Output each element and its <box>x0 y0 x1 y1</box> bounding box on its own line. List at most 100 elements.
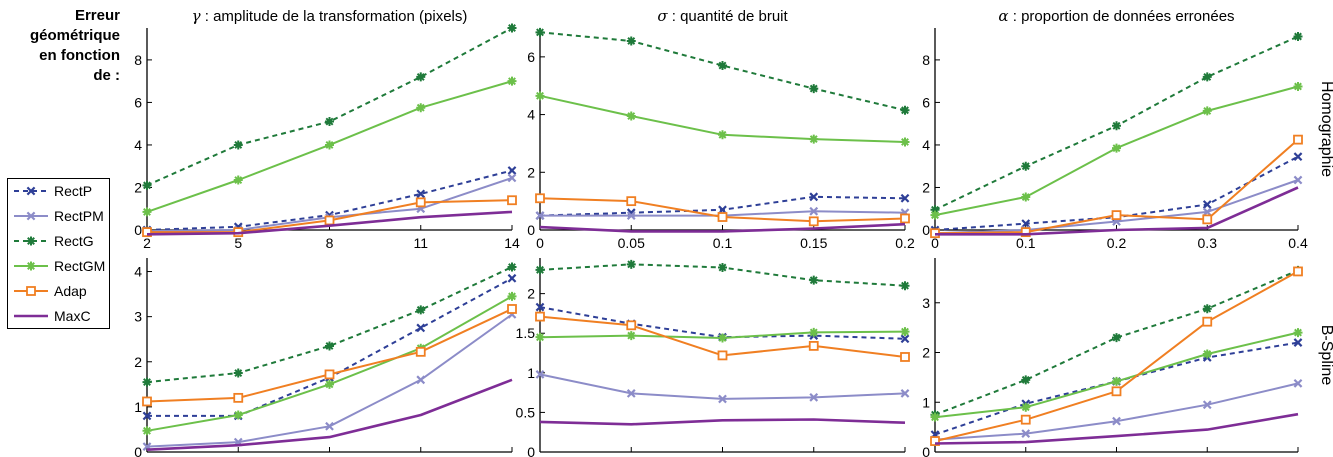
data-point <box>325 140 334 150</box>
series-rectgm <box>930 328 1303 422</box>
column-title-symbol: α <box>998 7 1008 25</box>
legend-item-adap: Adap <box>14 283 87 299</box>
data-point <box>900 213 910 224</box>
data-point <box>142 426 152 436</box>
subplot-r0-c1: 0 2 4 6 0 0.05 0.1 0.15 0.2 <box>527 27 915 251</box>
data-point <box>1202 304 1212 314</box>
series-rectg <box>142 262 517 387</box>
column-title-text: : amplitude de la transformation (pixels… <box>201 8 468 25</box>
data-point <box>535 265 545 275</box>
y-tick-label: 2 <box>922 345 930 361</box>
legend-item-maxc: MaxC <box>14 308 91 324</box>
data-point <box>717 350 728 361</box>
data-point <box>718 394 727 404</box>
legend-label: RectPM <box>54 208 104 224</box>
data-point <box>233 410 243 420</box>
data-point <box>930 210 940 220</box>
data-point <box>809 327 819 337</box>
legend-label: RectG <box>54 233 94 249</box>
data-point <box>535 311 545 322</box>
y-tick-label: 0 <box>527 222 535 238</box>
data-point <box>1293 378 1303 388</box>
side-title-line: de : <box>93 67 120 84</box>
x-tick-label: 0.4 <box>1288 235 1308 251</box>
legend-frame <box>7 178 110 329</box>
series-line <box>539 222 906 233</box>
data-point <box>26 211 36 221</box>
data-point <box>1112 416 1121 426</box>
series-rectgm <box>535 91 910 147</box>
figure-side-title: Erreur géométrique en fonction de : <box>0 6 120 86</box>
data-point <box>1202 106 1212 116</box>
y-tick-label: 6 <box>134 94 142 110</box>
data-point <box>415 346 426 357</box>
data-point <box>900 281 910 291</box>
data-point <box>535 91 545 101</box>
data-point <box>233 368 243 378</box>
y-tick-label: 3 <box>134 309 142 325</box>
data-point <box>718 333 727 343</box>
data-point <box>535 370 545 379</box>
x-tick-label: 0.15 <box>800 235 827 251</box>
data-point <box>507 173 517 183</box>
data-point <box>930 412 940 422</box>
x-tick-label: 5 <box>234 235 242 251</box>
data-point <box>900 352 910 362</box>
column-title-text: : proportion de données erronées <box>1009 8 1235 25</box>
series-line <box>539 373 906 400</box>
data-point <box>718 263 727 273</box>
series-maxc <box>146 210 513 236</box>
series-rectg <box>142 23 517 190</box>
x-tick-label: 0.3 <box>1198 235 1218 251</box>
data-point <box>416 323 426 333</box>
data-point <box>416 72 426 82</box>
data-point <box>626 259 636 269</box>
column-title: γ : amplitude de la transformation (pixe… <box>192 7 468 25</box>
series-maxc <box>146 378 513 451</box>
data-point <box>507 262 517 272</box>
y-tick-label: 0 <box>527 444 535 457</box>
data-point <box>142 207 152 217</box>
column-title-symbol: σ <box>657 7 668 25</box>
data-point <box>416 189 426 199</box>
series-line <box>146 266 513 384</box>
data-point <box>26 286 36 296</box>
data-point <box>324 369 335 380</box>
data-point <box>626 36 636 46</box>
data-point <box>507 195 517 206</box>
y-tick-label: 1 <box>134 399 142 415</box>
y-tick-label: 1 <box>922 394 930 410</box>
data-point <box>809 84 819 94</box>
data-point <box>1021 161 1031 171</box>
column-title-symbol: γ <box>192 7 201 25</box>
series-maxc <box>935 186 1299 236</box>
series-rectgm <box>142 76 517 217</box>
series-rectpm <box>535 370 910 404</box>
data-point <box>809 392 819 402</box>
data-point <box>1293 134 1303 145</box>
data-point <box>142 227 152 238</box>
y-tick-label: 0 <box>922 444 930 457</box>
data-point <box>142 377 152 387</box>
series-line <box>539 31 906 112</box>
data-point <box>1202 72 1212 82</box>
series-rectgm <box>535 327 910 343</box>
series-adap <box>142 195 517 238</box>
data-point <box>325 379 334 389</box>
data-point <box>26 261 36 271</box>
column-title-text: : quantité de bruit <box>668 8 789 25</box>
data-point <box>416 103 426 113</box>
data-point <box>507 166 517 175</box>
data-point <box>142 180 152 190</box>
data-point <box>1021 429 1031 438</box>
series-rectg <box>930 32 1303 215</box>
subplot-r1-c2: 0 1 2 3 <box>922 258 1303 457</box>
series-rectg <box>535 27 910 115</box>
data-point <box>1112 121 1121 131</box>
row-label: Homographie <box>1318 81 1333 177</box>
y-tick-label: 2 <box>527 164 535 180</box>
y-tick-label: 4 <box>134 264 142 280</box>
series-line <box>146 210 513 236</box>
subplot-r1-c1: 0 0.5 1 1.5 2 <box>516 258 910 457</box>
side-title-line: en fonction <box>39 47 120 64</box>
